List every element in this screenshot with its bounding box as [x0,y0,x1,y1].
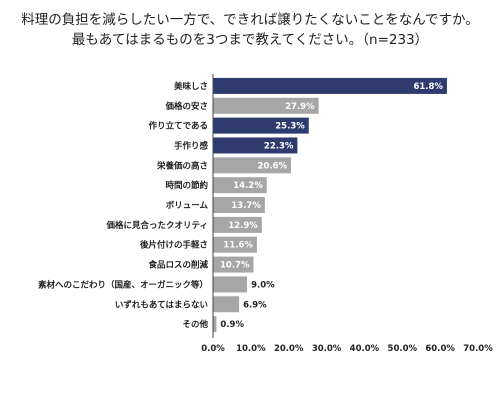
category-label: 後片付けの手軽さ [140,240,208,251]
bar [213,97,319,114]
value-label: 25.3% [275,122,305,132]
bar [213,316,217,333]
bar [213,157,291,174]
value-label: 6.9% [243,300,267,310]
category-label: 価格に見合ったクオリティ [106,220,209,231]
chart-title-line1: 料理の負担を減らしたい一方で、できれば譲りたくないことをなんですか。 [21,12,479,28]
bar [213,276,248,293]
x-tick-label: 70.0% [463,344,493,354]
value-label: 12.9% [228,221,258,231]
category-label: 作り立てである [149,121,208,132]
value-label: 27.9% [285,102,315,112]
category-label: 時間の節約 [165,180,208,191]
x-tick-label: 0.0% [201,344,225,354]
x-tick-label: 10.0% [236,344,266,354]
value-label: 11.6% [223,241,253,251]
category-label: 美味しさ [174,81,208,92]
value-label: 22.3% [264,141,294,151]
x-tick-label: 50.0% [388,344,418,354]
bar [213,137,298,154]
bar [213,216,262,233]
bar [213,77,447,94]
chart-title-line2: 最もあてはまるものを3つまで教えてください。（n=233） [71,32,429,48]
x-tick-label: 60.0% [425,344,455,354]
x-tick-label: 20.0% [274,344,304,354]
bar [213,296,240,313]
bar [213,197,265,214]
value-label: 10.7% [220,261,250,271]
category-label: 価格の安さ [164,101,208,112]
category-label: ボリューム [166,200,209,211]
bar [213,256,254,273]
value-label: 9.0% [251,280,275,290]
value-label: 14.2% [233,181,263,191]
category-label: 栄養価の高さ [156,160,208,171]
x-tick-label: 30.0% [312,344,342,354]
category-label: 素材へのこだわり（国産、オーガニック等） [38,279,208,290]
bar [213,177,267,194]
chart-title: 料理の負担を減らしたい一方で、できれば譲りたくないことをなんですか。 最もあては… [0,10,500,50]
value-label: 0.9% [220,320,244,330]
category-label: いずれもあてはまらない [115,299,208,310]
category-label: その他 [182,319,208,330]
category-label: 食品ロスの削減 [148,260,208,271]
category-label: 手作り感 [174,140,209,151]
value-label: 20.6% [257,161,287,171]
value-label: 13.7% [231,201,261,211]
value-label: 61.8% [413,82,443,92]
x-tick-label: 40.0% [350,344,380,354]
bar [213,236,257,253]
bar [213,117,309,134]
